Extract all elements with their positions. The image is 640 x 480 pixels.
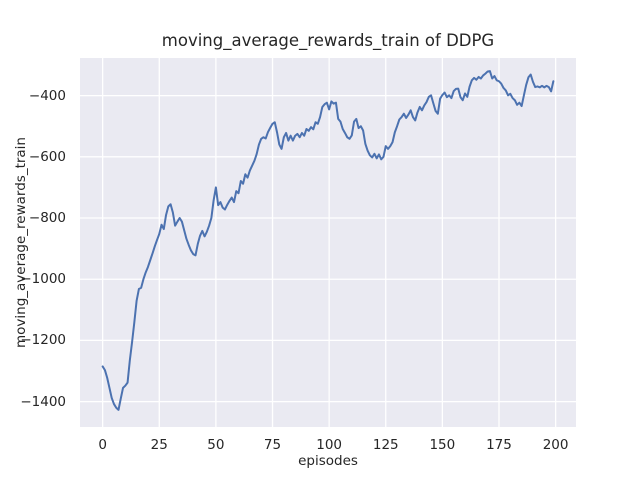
y-tick-label: −800 [28,210,66,227]
y-tick-label: −1200 [20,332,66,349]
x-tick-label: 150 [429,437,456,453]
x-tick-label: 25 [150,437,168,453]
x-tick-label: 0 [98,437,107,453]
x-tick-label: 100 [316,437,343,453]
y-tick-label: −400 [28,87,66,104]
x-tick-label: 50 [207,437,225,453]
y-tick-label: −1400 [20,393,66,410]
chart-title: moving_average_rewards_train of DDPG [161,31,495,50]
y-tick-label: −1000 [20,271,66,288]
x-tick-label: 125 [372,437,399,453]
y-axis-label: moving_average_rewards_train [13,137,29,349]
x-tick-label: 200 [542,437,569,453]
plot-background [80,58,576,427]
x-axis-label: episodes [298,453,358,469]
x-tick-label: 75 [263,437,282,453]
y-tick-label: −600 [28,148,66,165]
series-line [101,70,555,411]
x-tick-label: 175 [486,437,512,453]
